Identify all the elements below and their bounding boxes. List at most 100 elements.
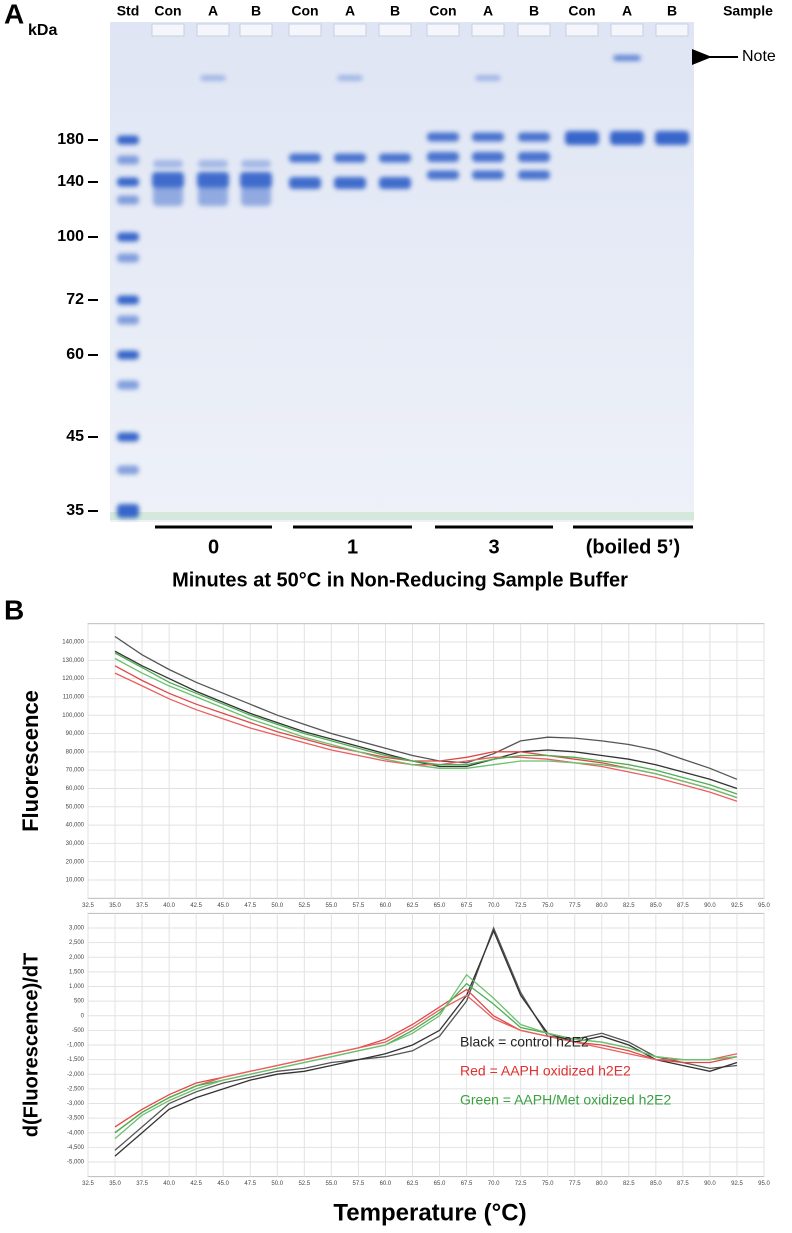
x-tick-label: 75.0 (542, 903, 554, 909)
gel-band (655, 131, 689, 145)
x-tick-label: 40.0 (163, 903, 175, 909)
y-tick-label: -4,500 (67, 1145, 85, 1151)
well (471, 23, 505, 37)
x-tick-label: 70.0 (488, 903, 500, 909)
y-tick-label: -3,500 (67, 1116, 85, 1122)
gel-band (117, 504, 139, 518)
gel-band (117, 380, 139, 390)
x-tick-label: 62.5 (407, 1181, 419, 1187)
y-axis-title: Fluorescence (18, 690, 43, 832)
x-tick-label: 95.0 (758, 1181, 770, 1187)
well (151, 23, 185, 37)
lane-label: Con (429, 3, 456, 19)
gel-band (289, 153, 321, 163)
group-label: (boiled 5’) (586, 536, 680, 558)
x-tick-label: 85.0 (650, 1181, 662, 1187)
x-tick-label: 57.5 (353, 1181, 365, 1187)
y-tick-label: 80,000 (66, 749, 85, 755)
series-line (114, 635, 738, 780)
y-tick-label: -1,000 (67, 1043, 85, 1049)
group-label: 1 (347, 536, 358, 558)
gel-band (200, 75, 226, 81)
gel-band (241, 186, 271, 206)
lane-label: B (667, 3, 677, 19)
x-tick-label: 75.0 (542, 1181, 554, 1187)
gel-band (427, 132, 459, 142)
marker-label: 45 (66, 428, 84, 445)
x-tick-label: 60.0 (380, 1181, 392, 1187)
series-line (114, 652, 738, 795)
x-tick-label: 87.5 (677, 1181, 689, 1187)
x-tick-label: 87.5 (677, 903, 689, 909)
y-tick-label: 90,000 (66, 731, 85, 737)
lane-label: Con (568, 3, 595, 19)
gel-band (475, 75, 501, 81)
y-tick-label: 2,500 (69, 940, 85, 946)
x-tick-label: 65.0 (434, 1181, 446, 1187)
y-tick-label: 140,000 (62, 640, 84, 646)
y-tick-label: 50,000 (66, 804, 85, 810)
x-tick-label: 35.0 (109, 903, 121, 909)
series-line (114, 929, 738, 1157)
y-tick-label: 130,000 (62, 658, 84, 664)
legend-annotation: Green = AAPH/Met oxidized h2E2 (460, 1092, 671, 1108)
x-tick-label: 67.5 (461, 1181, 473, 1187)
gel-band (117, 350, 139, 360)
x-tick-label: 65.0 (434, 903, 446, 909)
lane-label: A (622, 3, 632, 19)
marker-label: 35 (66, 502, 84, 519)
y-tick-label: 10,000 (66, 878, 85, 884)
gel-band (518, 152, 550, 162)
x-tick-label: 55.0 (326, 1181, 338, 1187)
y-tick-label: 110,000 (63, 695, 85, 701)
y-tick-label: 70,000 (66, 768, 85, 774)
sample-label: Sample (723, 3, 773, 19)
gel-band (198, 160, 228, 168)
lane-label: A (208, 3, 218, 19)
gel-band (153, 186, 183, 206)
series-line (114, 973, 738, 1140)
y-tick-label: -3,000 (67, 1101, 85, 1107)
x-tick-label: 92.5 (731, 1181, 743, 1187)
y-tick-label: 30,000 (66, 841, 85, 847)
gel-band (613, 55, 641, 61)
gel-band (117, 232, 139, 242)
x-tick-label: 37.5 (136, 1181, 148, 1187)
x-tick-label: 47.5 (244, 903, 256, 909)
x-tick-label: 52.5 (298, 1181, 310, 1187)
well (655, 23, 689, 37)
gel-band (379, 177, 411, 189)
x-tick-label: 50.0 (271, 1181, 283, 1187)
panel-label: B (4, 594, 24, 625)
x-tick-label: 72.5 (515, 903, 527, 909)
x-tick-label: 90.0 (704, 903, 716, 909)
gel-band (117, 465, 139, 475)
well (565, 23, 599, 37)
legend-annotation: Black = control h2E2 (460, 1034, 589, 1050)
panel-label: A (4, 0, 24, 29)
y-axis-title: d(Fluorescence)/dT (20, 953, 42, 1137)
gel-band (117, 195, 139, 205)
y-tick-label: 1,500 (69, 969, 85, 975)
x-tick-label: 82.5 (623, 903, 635, 909)
x-tick-label: 82.5 (623, 1181, 635, 1187)
gel-band (117, 315, 139, 325)
gel-image (110, 22, 694, 522)
gel-band (240, 172, 272, 188)
gel-band (117, 135, 139, 145)
x-tick-label: 32.5 (82, 1181, 94, 1187)
gel-band (427, 170, 459, 180)
y-tick-label: 1,000 (69, 984, 85, 990)
x-tick-label: 37.5 (136, 903, 148, 909)
legend-annotation: Red = AAPH oxidized h2E2 (460, 1063, 631, 1079)
y-tick-label: -500 (72, 1028, 85, 1034)
x-tick-label: 72.5 (515, 1181, 527, 1187)
lane-label: A (483, 3, 493, 19)
group-label: 0 (208, 536, 219, 558)
x-tick-label: 80.0 (596, 903, 608, 909)
x-tick-label: 42.5 (190, 1181, 202, 1187)
gel-band (518, 170, 550, 180)
gel-band (337, 75, 363, 81)
gel-band (610, 131, 644, 145)
series-line (114, 994, 738, 1134)
